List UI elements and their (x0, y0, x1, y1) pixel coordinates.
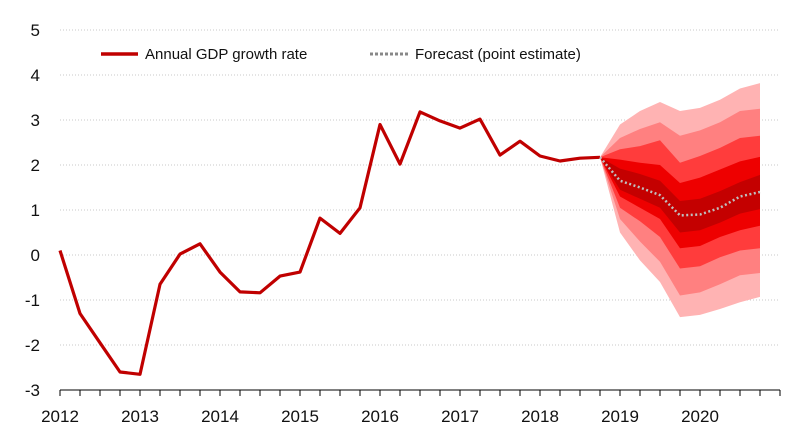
y-tick-label: 4 (31, 66, 40, 85)
x-tick-label: 2017 (441, 407, 479, 426)
x-tick-label: 2016 (361, 407, 399, 426)
x-tick-label: 2019 (601, 407, 639, 426)
x-tick-label: 2015 (281, 407, 319, 426)
y-tick-label: -3 (25, 381, 40, 400)
forecast-line (599, 156, 761, 217)
y-tick-label: -1 (25, 291, 40, 310)
gdp-growth-line (58, 110, 601, 376)
fan-band-core (600, 157, 760, 233)
x-tick-label: 2018 (521, 407, 559, 426)
y-tick-label: -2 (25, 336, 40, 355)
x-tick-label: 2020 (681, 407, 719, 426)
x-tick-label: 2012 (41, 407, 79, 426)
legend: Annual GDP growth rate Forecast (point e… (101, 46, 581, 63)
y-tick-label: 3 (31, 111, 40, 130)
y-tick-label: 1 (31, 201, 40, 220)
y-tick-label: 2 (31, 156, 40, 175)
fan-chart-bands (600, 83, 760, 318)
legend-label-actual: Annual GDP growth rate (145, 46, 307, 63)
y-tick-label: 5 (31, 21, 40, 40)
legend-label-forecast: Forecast (point estimate) (415, 46, 581, 63)
series-lines (58, 110, 761, 376)
y-tick-label: 0 (31, 246, 40, 265)
x-tick-label: 2014 (201, 407, 239, 426)
x-tick-label: 2013 (121, 407, 159, 426)
